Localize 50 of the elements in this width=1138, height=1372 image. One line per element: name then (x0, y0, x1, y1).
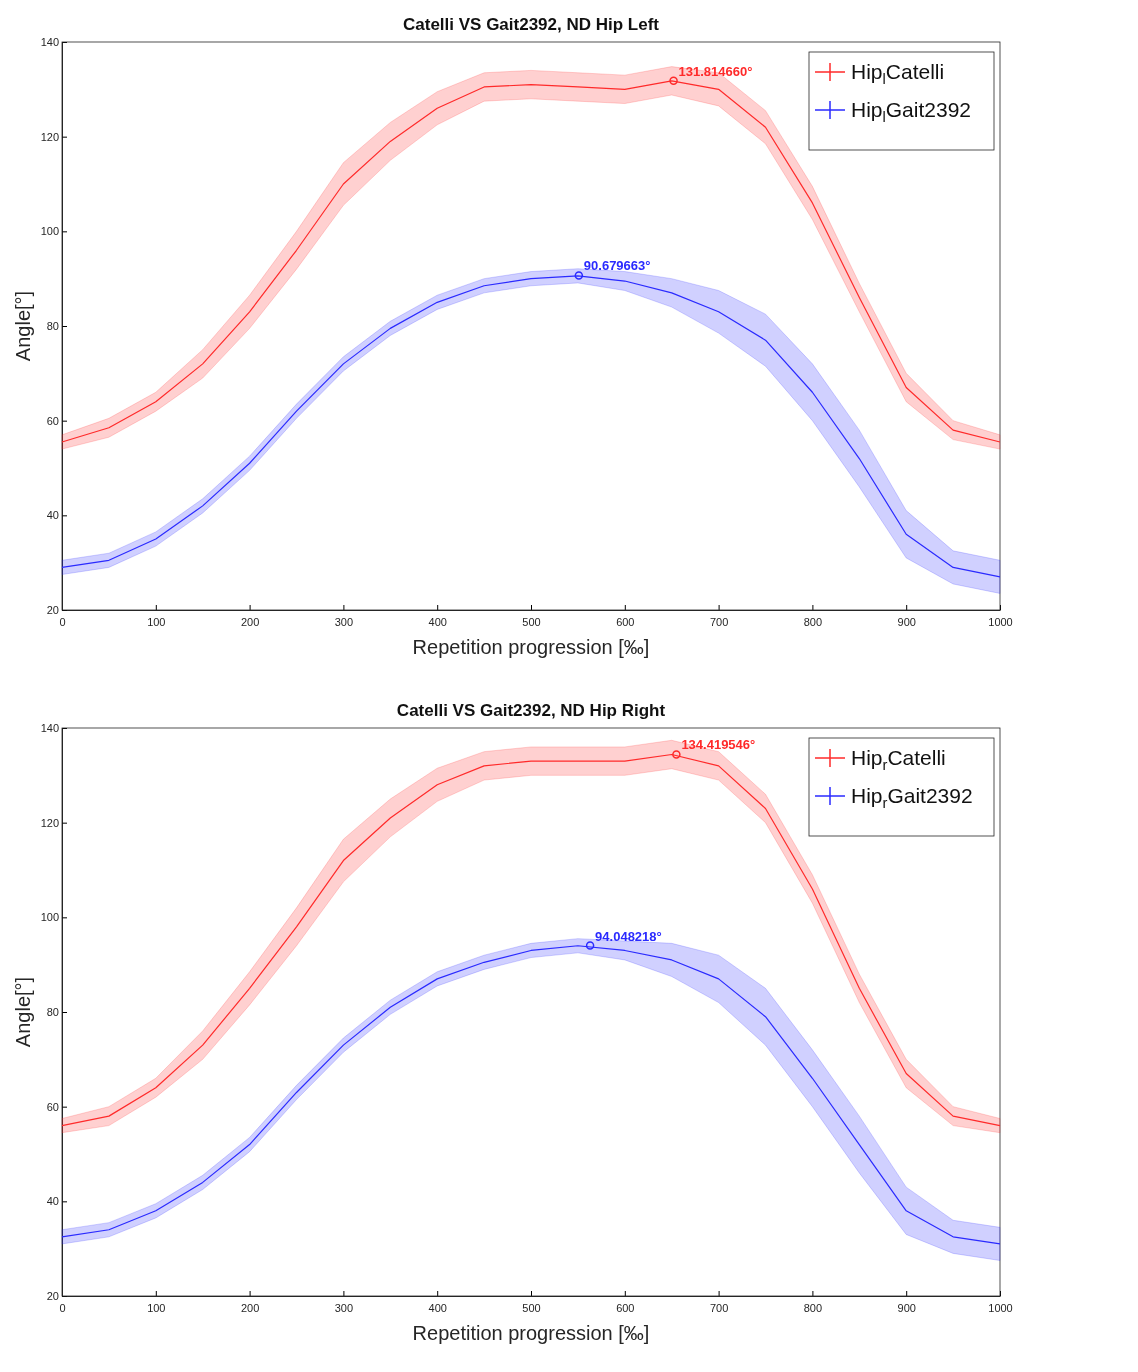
y-axis-title: Angle[°] (12, 976, 34, 1048)
legend-label: Hip$_{l}$Gait2392 (851, 98, 972, 125)
x-tick-label: 1000 (988, 616, 1013, 629)
y-tick-label: 120 (40, 130, 59, 143)
y-tick-label: 20 (46, 604, 59, 617)
x-tick-label: 500 (522, 1302, 541, 1315)
annotation: 90.679663° (583, 258, 651, 274)
x-tick-label: 200 (240, 1302, 260, 1315)
x-tick-label: 900 (897, 616, 916, 629)
x-tick-label: 700 (709, 616, 729, 629)
x-tick-label: 300 (334, 1302, 354, 1315)
x-tick-label: 200 (240, 616, 260, 629)
x-tick-label: 800 (803, 616, 823, 629)
y-tick-label: 140 (40, 36, 59, 49)
x-tick-label: 600 (616, 1302, 635, 1315)
y-tick-label: 60 (46, 1100, 59, 1113)
x-tick-label: 400 (428, 616, 447, 629)
x-tick-label: 600 (616, 616, 635, 629)
y-tick-label: 120 (40, 816, 59, 829)
annotation: 94.048218° (595, 928, 662, 944)
x-tick-label: 700 (709, 1302, 729, 1315)
y-tick-label: 40 (46, 509, 59, 522)
chart-title: Catelli VS Gait2392, ND Hip Left (402, 15, 660, 34)
chart-title: Catelli VS Gait2392, ND Hip Right (396, 701, 666, 720)
y-tick-label: 100 (40, 911, 59, 924)
x-axis-title: Repetition progression [‰] (412, 636, 650, 658)
y-tick-label: 140 (40, 722, 59, 735)
annotation: 134.419546° (681, 737, 756, 753)
y-tick-label: 60 (46, 414, 59, 427)
legend-label: Hip$_{r}$Catelli (851, 746, 946, 773)
x-tick-label: 100 (147, 1302, 166, 1315)
x-tick-label: 900 (897, 1302, 916, 1315)
y-tick-label: 100 (40, 225, 59, 238)
x-tick-label: 100 (147, 616, 166, 629)
annotation: 131.814660° (678, 63, 753, 79)
legend-label: Hip$_{r}$Gait2392 (851, 784, 973, 811)
x-tick-label: 800 (803, 1302, 823, 1315)
x-tick-label: 0 (59, 1302, 66, 1315)
x-tick-label: 300 (334, 616, 354, 629)
x-tick-label: 500 (522, 616, 541, 629)
y-tick-label: 80 (46, 320, 59, 333)
legend-label: Hip$_{l}$Catelli (851, 60, 945, 87)
x-axis-title: Repetition progression [‰] (412, 1322, 650, 1344)
x-tick-label: 400 (428, 1302, 447, 1315)
y-tick-label: 40 (46, 1195, 59, 1208)
x-tick-label: 1000 (988, 1302, 1013, 1315)
x-tick-label: 0 (59, 616, 66, 629)
y-tick-label: 20 (46, 1290, 59, 1303)
y-tick-label: 80 (46, 1006, 59, 1019)
y-axis-title: Angle[°] (12, 290, 34, 362)
